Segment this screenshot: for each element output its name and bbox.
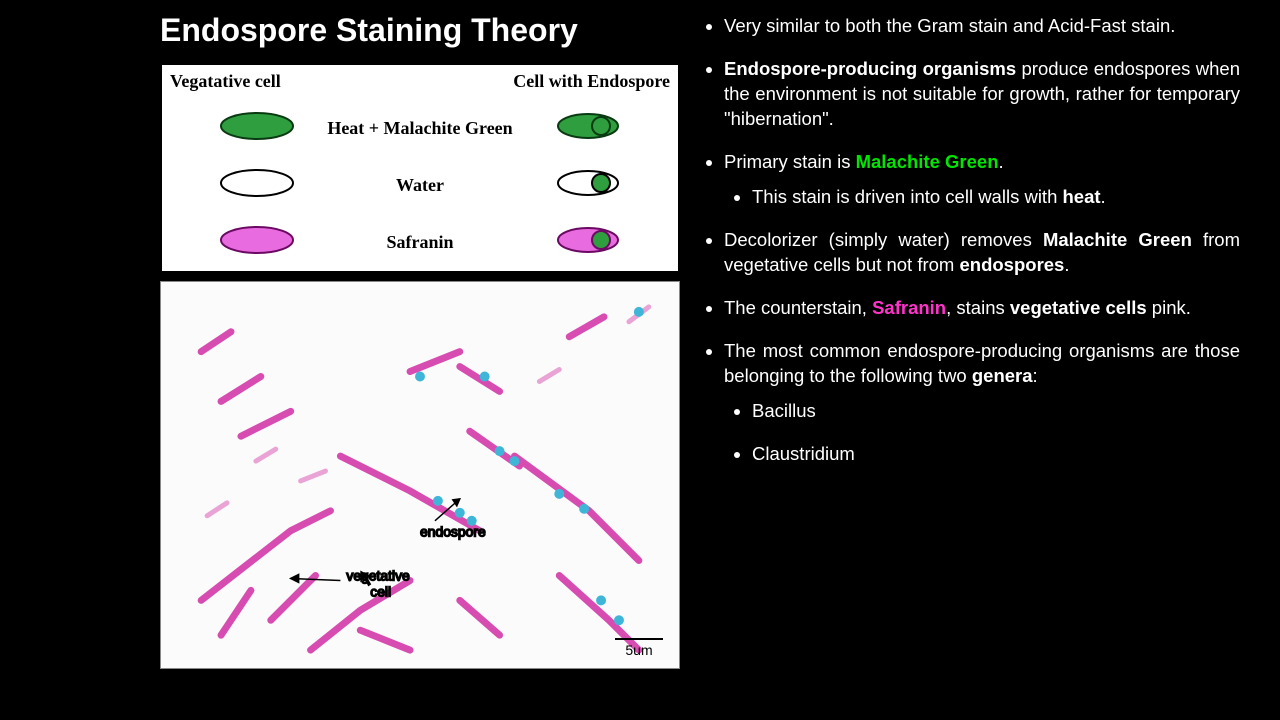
bullet-2: Endospore-producing organisms produce en… (724, 57, 1240, 132)
bullet-6: The most common endospore-producing orga… (724, 339, 1240, 467)
bullet-6b: Claustridium (752, 442, 1240, 467)
bullet-1: Very similar to both the Gram stain and … (724, 14, 1240, 39)
vegetative-label-l2: cell (370, 583, 391, 599)
right-column: Very similar to both the Gram stain and … (704, 12, 1240, 720)
diagram-row-safranin: Safranin (162, 217, 678, 267)
veg-cell-icon (217, 110, 297, 147)
bullet-4: Decolorizer (simply water) removes Malac… (724, 228, 1240, 278)
bullet-list: Very similar to both the Gram stain and … (704, 14, 1240, 467)
diagram-header-left: Vegatative cell (170, 71, 281, 92)
veg-cell-icon (217, 224, 297, 261)
spore-cell-icon (553, 225, 623, 260)
malachite-green-text: Malachite Green (856, 151, 999, 172)
bullet-6a: Bacillus (752, 399, 1240, 424)
diagram-row-heat: Heat + Malachite Green (162, 103, 678, 153)
page-title: Endospore Staining Theory (160, 12, 680, 49)
scale-bar: 5um (615, 638, 663, 658)
endospore-label: endospore (420, 524, 486, 540)
diagram-row-water: Water (162, 160, 678, 210)
diagram-header-right: Cell with Endospore (513, 71, 670, 92)
veg-cell-icon (217, 167, 297, 204)
micrograph-image: endospore vegetative cell 5um (160, 281, 680, 669)
bullet-3a: This stain is driven into cell walls wit… (752, 185, 1240, 210)
micrograph-svg: endospore vegetative cell (161, 282, 679, 668)
safranin-text: Safranin (872, 297, 946, 318)
bullet-5: The counterstain, Safranin, stains veget… (724, 296, 1240, 321)
left-column: Endospore Staining Theory Vegatative cel… (160, 12, 680, 720)
spore-cell-icon (553, 168, 623, 203)
spore-cell-icon (553, 111, 623, 146)
bullet-3: Primary stain is Malachite Green. This s… (724, 150, 1240, 210)
slide: Endospore Staining Theory Vegatative cel… (0, 0, 1280, 720)
stain-diagram: Vegatative cell Cell with Endospore Heat… (160, 63, 680, 273)
vegetative-label-l1: vegetative (346, 567, 410, 583)
